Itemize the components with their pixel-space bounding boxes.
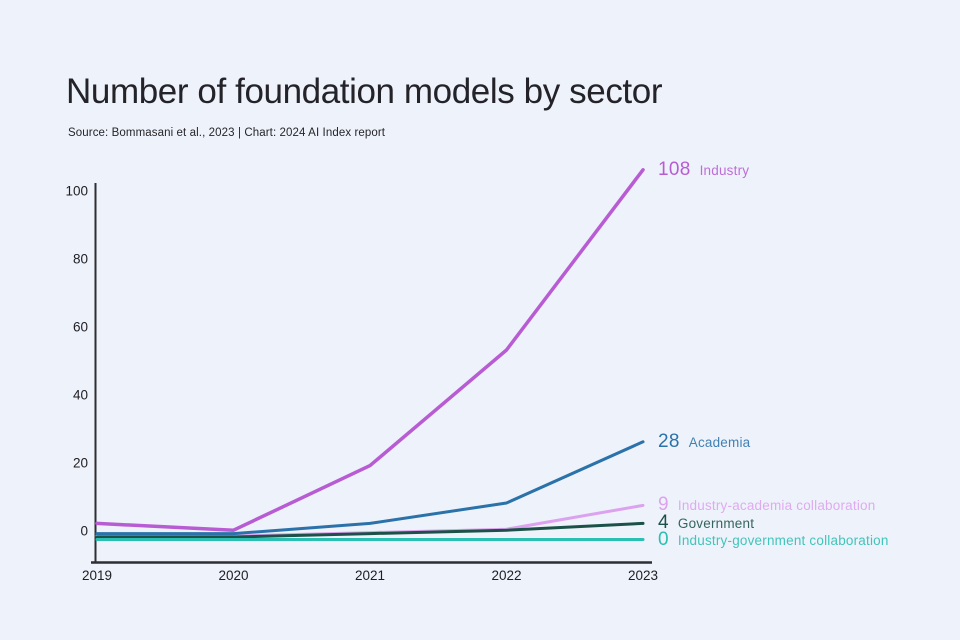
series-end-value: 9: [658, 494, 669, 516]
y-tick-label: 60: [72, 319, 88, 335]
y-tick-label: 20: [72, 455, 88, 471]
y-tick-label: 40: [72, 387, 88, 403]
series-label-academia: 28 Academia: [658, 431, 750, 453]
line-industry: [95, 168, 645, 532]
line-academia: [95, 440, 645, 536]
series-name: Government: [677, 516, 755, 532]
series-label-industry-academia-collaboration: 9 Industry-academia collaboration: [658, 494, 875, 516]
y-tick-label: 80: [72, 251, 88, 267]
series-label-industry: 108 Industry: [658, 159, 749, 181]
series-name: Industry-government collaboration: [677, 532, 889, 548]
series-end-value: 28: [658, 430, 680, 452]
x-tick-label: 2021: [354, 568, 386, 583]
x-tick-label: 2020: [218, 568, 249, 583]
series-label-government: 4 Government: [658, 512, 754, 534]
series-name: Industry-academia collaboration: [677, 498, 876, 514]
series-end-value: 0: [658, 528, 669, 550]
x-tick-label: 2023: [627, 568, 659, 583]
y-tick-label: 100: [65, 183, 88, 199]
y-tick-label: 0: [80, 523, 88, 539]
chart-source: Source: Bommasani et al., 2023 | Chart: …: [68, 127, 386, 139]
series-label-industry-government-collaboration: 0 Industry-government collaboration: [658, 529, 889, 551]
series-end-value: 4: [658, 512, 669, 534]
line-industry-academia-collaboration: [95, 503, 645, 538]
chart-title: Number of foundation models by sector: [66, 72, 663, 111]
x-tick-label: 2022: [491, 568, 522, 583]
series-name: Industry: [699, 162, 750, 178]
line-government: [95, 521, 645, 539]
series-name: Academia: [688, 434, 751, 450]
x-tick-label: 2019: [81, 568, 113, 583]
series-end-value: 108: [658, 158, 691, 180]
